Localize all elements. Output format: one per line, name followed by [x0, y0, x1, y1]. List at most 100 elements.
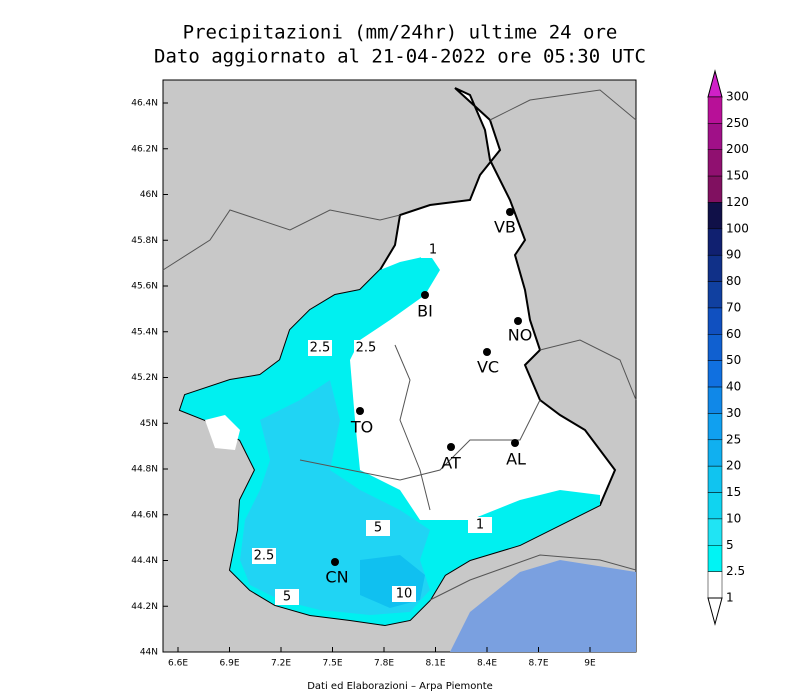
contour-label-box: [366, 520, 390, 536]
province-border: [299, 399, 541, 481]
contour-label-box: [354, 340, 378, 356]
city-dot: [506, 208, 514, 216]
contour-label: 10: [396, 587, 413, 602]
city-dot: [511, 439, 519, 447]
city-dot: [356, 407, 364, 415]
city-label: BI: [417, 302, 433, 321]
lat-label: 45.4N: [131, 327, 158, 337]
colorbar-swatch: [707, 202, 723, 230]
lon-label: 7.2E: [271, 659, 291, 669]
city-label: AL: [506, 450, 526, 469]
lon-label: 6.6E: [168, 659, 188, 669]
lon-label: 7.8E: [374, 659, 394, 669]
city-dot: [331, 558, 339, 566]
border: [162, 209, 401, 271]
lat-label: 45.2N: [131, 373, 158, 383]
lon-label: 6.9E: [220, 659, 240, 669]
colorbar-label: 10: [726, 511, 741, 525]
colorbar-swatch: [707, 123, 723, 150]
lat-label: 46.4N: [131, 99, 158, 109]
lon-label: 8.1E: [426, 659, 446, 669]
colorbar-label: 90: [726, 248, 741, 262]
lat-label: 46.2N: [131, 144, 158, 154]
lon-label: 9E: [584, 659, 596, 669]
contour-label-box: [392, 586, 416, 602]
colorbar-label: 150: [726, 169, 749, 183]
colorbar-swatch: [707, 465, 723, 493]
border: [429, 554, 637, 601]
colorbar-label: 120: [726, 195, 749, 209]
colorbar-label: 40: [726, 380, 741, 394]
lat-label: 45.8N: [131, 236, 158, 246]
title-line: Dato aggiornato al 21-04-2022 ore 05:30 …: [154, 46, 646, 68]
colorbar-swatch: [707, 571, 723, 599]
colorbar-bottom: [707, 597, 723, 626]
colorbar-label: 300: [726, 90, 749, 104]
city-dot: [447, 443, 455, 451]
colorbar-swatch: [707, 175, 723, 203]
colorbar-swatch: [707, 228, 723, 256]
colorbar-label: 15: [726, 485, 741, 499]
contour-label: 1: [429, 243, 437, 258]
colorbar-swatch: [707, 545, 723, 572]
city-dot: [421, 291, 429, 299]
colorbar-swatch: [707, 492, 723, 520]
colorbar-label: 200: [726, 142, 749, 156]
lat-label: 44.4N: [131, 556, 158, 566]
city-label: CN: [325, 568, 348, 587]
city-label: VB: [494, 218, 516, 237]
colorbar-swatch: [707, 360, 723, 388]
city-label: VC: [477, 358, 499, 377]
colorbar-label: 80: [726, 274, 741, 288]
colorbar-label: 250: [726, 116, 749, 130]
colorbar-swatch: [707, 96, 723, 124]
contour-label-box: [308, 340, 332, 356]
city-label: NO: [508, 326, 533, 345]
footer: Dati ed Elaborazioni – Arpa Piemonte: [307, 681, 493, 692]
lon-label: 8.4E: [477, 659, 497, 669]
colorbar-label: 30: [726, 406, 741, 420]
contour-label: 5: [374, 521, 382, 536]
city-dot: [514, 317, 522, 325]
lat-label: 45N: [140, 419, 158, 429]
contour-label: 1: [476, 518, 484, 533]
colorbar-label: 60: [726, 327, 741, 341]
contour-label: 2.5: [310, 341, 331, 356]
lat-label: 46N: [140, 190, 158, 200]
lat-label: 44.8N: [131, 465, 158, 475]
border: [489, 89, 637, 121]
colorbar-swatch: [707, 281, 723, 309]
province-border: [394, 344, 431, 511]
colorbar-label: 20: [726, 459, 741, 473]
lat-label: 44N: [140, 648, 158, 658]
contour-label-box: [468, 517, 492, 533]
colorbar-swatch: [707, 334, 723, 361]
contour-label-box: [252, 548, 276, 564]
rain-area: [240, 380, 430, 615]
lat-label: 44.6N: [131, 510, 158, 520]
contour-label: 5: [283, 590, 291, 605]
city-label: AT: [441, 454, 461, 473]
city-label: TO: [350, 418, 373, 437]
lon-label: 8.7E: [529, 659, 549, 669]
contour-label-box: [275, 589, 299, 605]
colorbar-swatch: [707, 386, 723, 414]
colorbar-label: 5: [726, 538, 734, 552]
colorbar-swatch: [707, 254, 723, 282]
colorbar-swatch: [707, 149, 723, 177]
lon-label: 7.5E: [323, 659, 343, 669]
colorbar-label: 100: [726, 221, 749, 235]
colorbar-label: 1: [726, 591, 734, 605]
colorbar-swatch: [707, 518, 723, 546]
sea: [450, 560, 636, 652]
contour-label: 2.5: [254, 549, 275, 564]
colorbar-swatch: [707, 307, 723, 335]
white-patch: [205, 415, 240, 450]
colorbar-swatch: [707, 413, 723, 441]
colorbar-label: 70: [726, 300, 741, 314]
border: [539, 339, 637, 401]
colorbar-label: 25: [726, 432, 741, 446]
colorbar-label: 50: [726, 353, 741, 367]
lat-label: 45.6N: [131, 282, 158, 292]
colorbar-label: 2.5: [726, 564, 745, 578]
